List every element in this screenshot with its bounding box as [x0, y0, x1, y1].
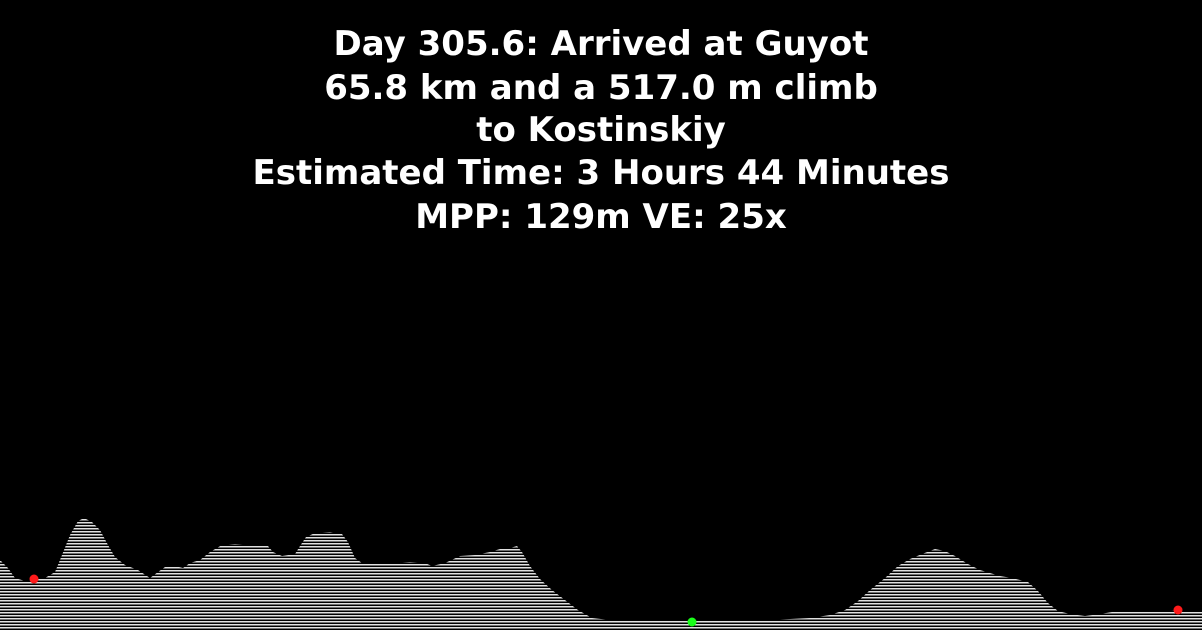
distance-climb-text: 65.8 km and a 517.0 m climb — [324, 68, 878, 108]
start-waypoint-marker — [29, 574, 39, 584]
terrain-silhouette — [0, 518, 1202, 630]
day-location-title: Day 305.6: Arrived at Guyot — [333, 24, 869, 64]
route-header: Day 305.6: Arrived at Guyot 65.8 km and … — [0, 22, 1202, 238]
end-waypoint-marker — [1173, 605, 1183, 615]
destination-text: to Kostinskiy — [476, 110, 726, 150]
current-position-marker — [687, 617, 697, 627]
estimated-time-text: Estimated Time: 3 Hours 44 Minutes — [252, 153, 950, 193]
mpp-ve-text: MPP: 129m VE: 25x — [415, 197, 787, 237]
